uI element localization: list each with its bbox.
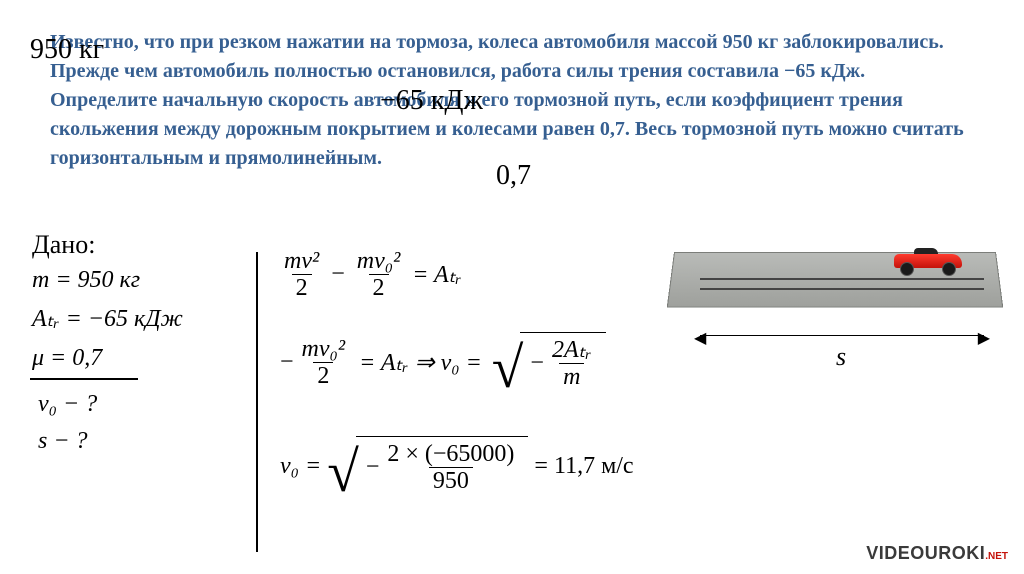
distance-label: s: [836, 342, 846, 372]
eq3-num: 2 × (−65000): [383, 441, 518, 467]
sqrt-2atr-m: √ − 2Aₜᵣ m: [492, 332, 606, 393]
frac-mv2: mv² 2: [280, 248, 323, 302]
find-s: s − ?: [38, 423, 97, 460]
eq3-result: = 11,7 м/с: [534, 453, 633, 480]
find-block: v₀ − ? s − ?: [38, 386, 97, 460]
frac-mv02: mv₀² 2: [353, 248, 405, 302]
eq1-den2: 2: [369, 274, 389, 301]
problem-statement: Известно, что при резком нажатии на торм…: [50, 28, 970, 173]
solution-divider: [256, 252, 258, 552]
equation-2: − mv₀² 2 = Aₜᵣ ⇒ v₀ = √ − 2Aₜᵣ m: [280, 332, 606, 393]
given-work: Aₜᵣ = −65 кДж: [32, 301, 183, 338]
frac-mv02b: mv₀² 2: [298, 336, 350, 390]
sqrt-numeric: √ − 2 × (−65000) 950: [327, 436, 528, 497]
given-mu: μ = 0,7: [32, 340, 183, 377]
watermark-suffix: .NET: [985, 551, 1008, 562]
eq3-neg: −: [366, 454, 380, 481]
equation-1: mv² 2 − mv₀² 2 = Aₜᵣ: [280, 248, 462, 302]
watermark: VIDEOUROKI.NET: [866, 543, 1008, 564]
eq1-num1: mv²: [280, 248, 323, 274]
eq2-rden: m: [559, 363, 584, 390]
car-wheel-front: [900, 262, 914, 276]
given-mass: m = 950 кг: [32, 262, 183, 299]
overlay-work: −65 кДж: [380, 85, 483, 117]
eq2-rnum: 2Aₜᵣ: [548, 337, 596, 363]
eq2-num: mv₀²: [298, 336, 350, 362]
eq3-lhs: v₀ =: [280, 453, 321, 480]
skid-mark-1: [700, 278, 984, 280]
eq1-rhs: = Aₜᵣ: [412, 260, 461, 289]
car-wheel-rear: [942, 262, 956, 276]
overlay-mu: 0,7: [496, 160, 531, 192]
car-illustration: [888, 248, 968, 276]
eq3-den: 950: [429, 467, 473, 494]
eq2-mid: = Aₜᵣ ⇒ v₀ =: [359, 348, 482, 377]
eq2-den: 2: [313, 362, 333, 389]
equation-3: v₀ = √ − 2 × (−65000) 950 = 11,7 м/с: [280, 436, 634, 497]
given-divider: [30, 378, 138, 380]
eq1-minus: −: [331, 261, 345, 288]
given-block: m = 950 кг Aₜᵣ = −65 кДж μ = 0,7: [32, 262, 183, 380]
skid-mark-2: [700, 288, 984, 290]
given-label: Дано:: [32, 230, 95, 260]
eq2-neg2: −: [530, 350, 544, 377]
find-v0: v₀ − ?: [38, 386, 97, 423]
watermark-brand: VIDEOUROKI: [866, 543, 985, 563]
eq2-neg1: −: [280, 349, 294, 376]
eq1-num2: mv₀²: [353, 248, 405, 274]
eq1-den1: 2: [292, 274, 312, 301]
overlay-mass: 950 кг: [30, 34, 104, 66]
